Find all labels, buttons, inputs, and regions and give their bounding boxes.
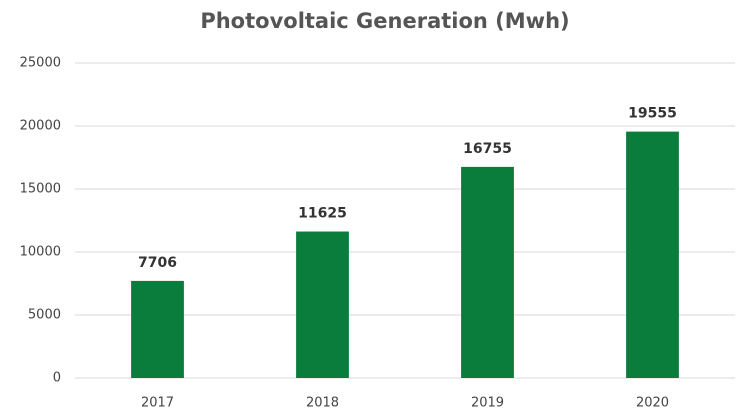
data-label: 16755 bbox=[463, 141, 512, 157]
x-tick-label: 2018 bbox=[306, 396, 339, 411]
bar bbox=[626, 131, 679, 378]
y-tick-label: 0 bbox=[53, 371, 61, 386]
data-label: 11625 bbox=[298, 206, 347, 222]
x-tick-label: 2019 bbox=[471, 396, 504, 411]
bar bbox=[296, 231, 349, 378]
y-tick-label: 5000 bbox=[28, 308, 61, 323]
y-tick-label: 10000 bbox=[20, 245, 61, 260]
bar bbox=[461, 166, 514, 378]
y-tick-label: 25000 bbox=[20, 56, 61, 71]
data-label: 19555 bbox=[628, 106, 677, 122]
x-tick-label: 2020 bbox=[636, 396, 669, 411]
data-label: 7706 bbox=[138, 255, 177, 271]
x-tick-label: 2017 bbox=[141, 396, 174, 411]
chart-title: Photovoltaic Generation (Mwh) bbox=[200, 9, 569, 33]
y-tick-label: 20000 bbox=[20, 119, 61, 134]
y-tick-label: 15000 bbox=[20, 182, 61, 197]
bar bbox=[131, 280, 184, 378]
